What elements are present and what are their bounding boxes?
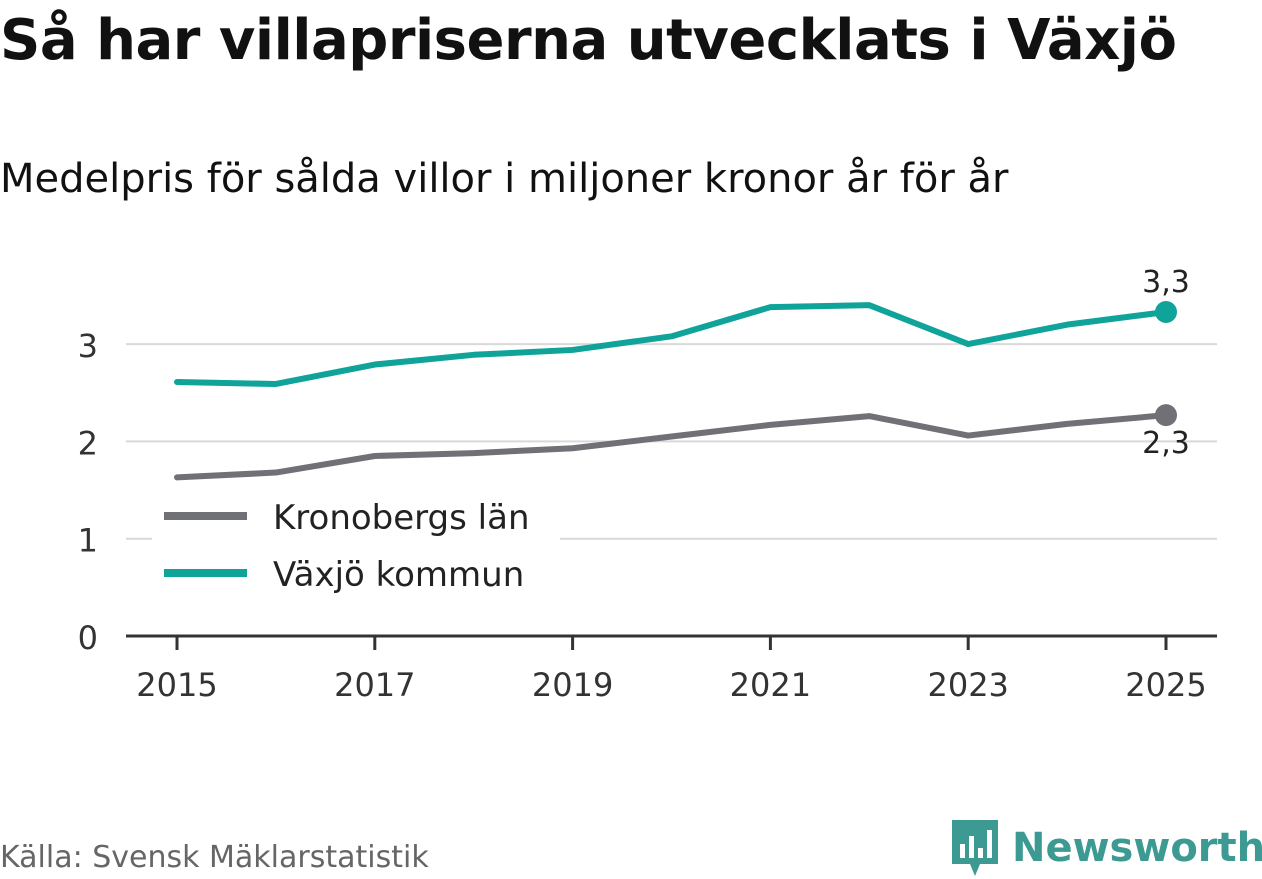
series-end-marker-kronobergs-l-n [1155, 404, 1177, 427]
newsworthy-logo-icon [952, 820, 998, 876]
line-chart: 0 1 2 3 2015 2017 2019 2021 2023 2025 2,3 3,3 Kronob… [78, 265, 1217, 704]
chart-title: Så har villapriserna utvecklats i Växjö [0, 8, 1177, 73]
x-tick-label-2019: 2019 [532, 666, 613, 704]
y-tick-label-2: 2 [78, 424, 98, 462]
brand-name: Newsworthy [1012, 825, 1262, 871]
chart-subtitle: Medelpris för sålda villor i miljoner kr… [0, 156, 1009, 202]
y-tick-label-1: 1 [78, 522, 98, 560]
series-end-label-kronobergs-l-n: 2,3 [1142, 426, 1190, 461]
series-end-label-v-xj-kommun: 3,3 [1142, 265, 1190, 300]
y-tick-label-0: 0 [78, 619, 98, 657]
legend-label-v-xj-kommun: Växjö kommun [273, 555, 524, 595]
source-note: Källa: Svensk Mäklarstatistik [0, 840, 429, 875]
legend-background [152, 492, 560, 602]
series-line-v-xj-kommun [174, 302, 1169, 387]
y-tick-label-3: 3 [78, 327, 98, 365]
brand[interactable]: Newsworthy [950, 818, 1262, 878]
x-tick-label-2025: 2025 [1125, 666, 1206, 704]
series-line-kronobergs-l-n [174, 412, 1169, 481]
x-tick-label-2021: 2021 [730, 666, 811, 704]
x-tick-label-2023: 2023 [927, 666, 1008, 704]
x-tick-label-2015: 2015 [136, 666, 217, 704]
x-tick-label-2017: 2017 [334, 666, 415, 704]
series-end-marker-v-xj-kommun [1155, 300, 1177, 323]
legend-label-kronobergs-l-n: Kronobergs län [273, 498, 530, 538]
